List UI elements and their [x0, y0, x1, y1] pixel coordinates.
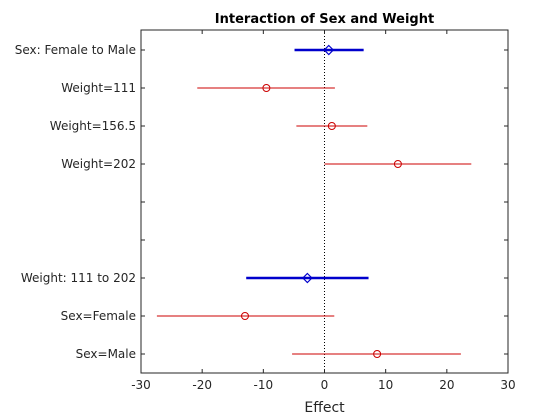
- x-tick-label: -30: [131, 378, 151, 392]
- y-tick-label: Weight=202: [61, 157, 136, 171]
- y-tick-label: Sex=Male: [76, 347, 136, 361]
- y-tick-label: Weight=111: [61, 81, 136, 95]
- conditional-effect-marker: [327, 122, 336, 130]
- conditional-effect-marker: [373, 350, 382, 358]
- conditional-effect-marker: [393, 160, 402, 168]
- x-tick-label: 0: [321, 378, 329, 392]
- main-effect-marker: [302, 272, 313, 284]
- y-tick-label: Weight=156.5: [50, 119, 136, 133]
- conditional-effect-marker: [240, 312, 249, 320]
- chart-title: Interaction of Sex and Weight: [215, 12, 434, 27]
- x-tick-label: -20: [192, 378, 212, 392]
- y-tick-label: Weight: 111 to 202: [21, 271, 136, 285]
- y-tick-label: Sex: Female to Male: [15, 43, 136, 57]
- x-tick-label: -10: [254, 378, 274, 392]
- y-tick-label: Sex=Female: [61, 309, 136, 323]
- x-tick-label: 10: [378, 378, 393, 392]
- x-axis-label: Effect: [304, 400, 345, 416]
- main-effect-marker: [323, 44, 335, 56]
- conditional-effect-marker: [262, 84, 271, 92]
- x-tick-label: 30: [500, 378, 515, 392]
- plot-frame: [140, 29, 509, 374]
- x-tick-label: 20: [439, 378, 454, 392]
